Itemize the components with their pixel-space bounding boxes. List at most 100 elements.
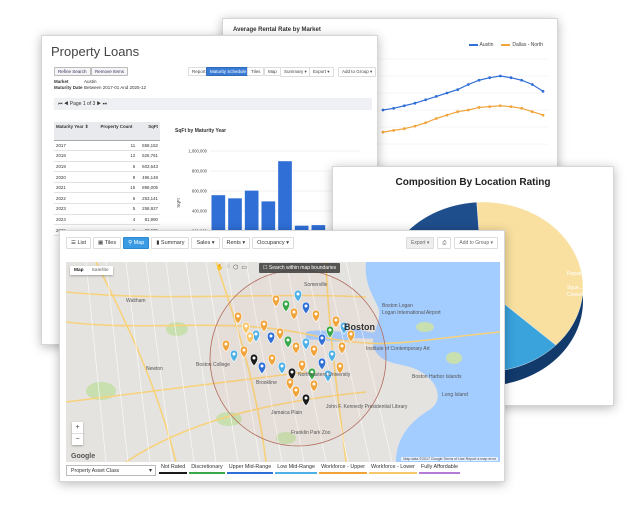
- cell-sqft: 496,148: [137, 171, 160, 183]
- map-canvas[interactable]: Map Satellite ✋ ◌ ⬡ ▭ ☐ Search within ma…: [66, 262, 500, 462]
- property-pin: [317, 333, 327, 347]
- data-point: [434, 95, 438, 98]
- pin-dot: [312, 347, 316, 351]
- table-row[interactable]: 2022 6 253,141: [54, 192, 160, 205]
- tab-list[interactable]: ☰ List: [66, 237, 92, 249]
- draw-circle-icon[interactable]: ◌: [226, 264, 231, 270]
- draw-polygon-icon[interactable]: ⬡: [233, 265, 239, 271]
- park: [86, 382, 116, 400]
- legend-item[interactable]: Workforce - Lower: [369, 464, 417, 474]
- pin-dot: [349, 332, 353, 336]
- pin-dot: [326, 372, 330, 376]
- place-label: Boston Logan: [382, 303, 413, 309]
- tab-tiles[interactable]: ▦ Tiles: [93, 237, 122, 249]
- cell-year: 2021: [54, 182, 96, 194]
- map-attribution[interactable]: Map data ©2017 Google Terms of Use Repor…: [401, 457, 498, 461]
- tab-rents[interactable]: Rents ▾: [221, 237, 251, 249]
- data-point: [445, 91, 449, 95]
- highway: [125, 391, 367, 462]
- map-type-map[interactable]: Map: [70, 266, 88, 275]
- city-label: Boston: [344, 322, 375, 332]
- place-label: Long Island: [442, 392, 468, 398]
- y-tick-label: 800,000: [192, 169, 208, 174]
- tab-summary[interactable]: ▮ Summary: [151, 237, 190, 249]
- tab-map[interactable]: ⚲ Map: [123, 237, 150, 249]
- data-point: [381, 130, 385, 134]
- tiles-button[interactable]: Tiles: [247, 67, 265, 76]
- data-point: [434, 117, 438, 120]
- data-point: [509, 76, 513, 80]
- zoom-out-button[interactable]: −: [72, 433, 83, 445]
- pie-label-1: Repairs: [567, 271, 585, 277]
- cell-year: 2023: [54, 203, 96, 215]
- summary-dropdown[interactable]: Summary ▾: [280, 67, 311, 77]
- map-type-satellite[interactable]: Satellite: [87, 266, 113, 275]
- legend-item[interactable]: Fully Affordable: [418, 464, 460, 474]
- tab-sales[interactable]: Sales ▾: [191, 237, 220, 249]
- cell-sqft: 258,927: [137, 203, 160, 215]
- pin-dot: [304, 340, 308, 344]
- tab-occupancy[interactable]: Occupancy ▾: [252, 237, 294, 249]
- park: [166, 322, 188, 336]
- legend-item[interactable]: Upper Mid-Range: [226, 464, 274, 474]
- asset-class-select[interactable]: Property Asset Class: [66, 465, 156, 476]
- pin-dot: [294, 388, 298, 392]
- first-page-icon[interactable]: ⏮: [58, 101, 63, 107]
- print-icon[interactable]: ⎙: [437, 237, 452, 249]
- property-pin: [323, 369, 333, 383]
- draw-rect-icon[interactable]: ▭: [241, 265, 247, 271]
- legend-item[interactable]: Workforce - Upper: [319, 464, 367, 474]
- pin-dot: [242, 348, 246, 352]
- pager-label: Page 1 of 3: [69, 101, 96, 107]
- cell-count: 6: [95, 192, 138, 205]
- table-row[interactable]: 2024 4 81,990: [54, 214, 160, 226]
- pin-dot: [224, 342, 228, 346]
- add-to-group-dropdown[interactable]: Add to Group ▾: [454, 237, 498, 249]
- table-row[interactable]: 2021 15 898,005: [54, 182, 160, 194]
- search-within-bounds-checkbox[interactable]: ☐ Search within map boundaries: [259, 263, 341, 273]
- cell-count: 4: [95, 214, 138, 226]
- street: [325, 262, 371, 462]
- property-pin: [301, 301, 311, 315]
- cell-year: 2019: [54, 161, 96, 173]
- place-label: Boston College: [196, 362, 230, 368]
- data-point: [509, 105, 513, 108]
- series-line: [382, 75, 544, 111]
- cell-count: 15: [95, 182, 138, 194]
- pin-dot: [286, 338, 290, 342]
- legend-item[interactable]: Not Rated: [159, 464, 188, 474]
- col-property-count[interactable]: Property Count: [95, 122, 138, 141]
- col-sqft[interactable]: SqFt: [137, 122, 160, 141]
- table-row[interactable]: 2018 12 526,761: [54, 150, 160, 162]
- pin-dot: [294, 344, 298, 348]
- refine-search-button[interactable]: Refine Search: [54, 67, 91, 76]
- zoom-in-button[interactable]: +: [75, 424, 80, 431]
- legend-item[interactable]: Low Mid-Range: [275, 464, 318, 474]
- table-row[interactable]: 2019 6 603,643: [54, 161, 160, 173]
- col-maturity-year[interactable]: Maturity Year ⇕: [54, 122, 96, 141]
- property-pin: [291, 385, 301, 399]
- export-dropdown[interactable]: Export ▾: [309, 67, 334, 77]
- property-pin: [301, 337, 311, 351]
- map-button[interactable]: Map: [264, 67, 281, 76]
- property-pin: [267, 353, 277, 367]
- place-label: Boston Harbor Islands: [412, 374, 462, 380]
- remove-items-button[interactable]: Remove Items: [91, 67, 129, 76]
- maturity-schedule-button[interactable]: Maturity Schedule: [206, 67, 251, 76]
- legend-item[interactable]: Discretionary: [189, 464, 225, 474]
- add-to-group-dropdown[interactable]: Add to Group ▾: [338, 67, 377, 77]
- table-row[interactable]: 2017 11 558,152: [54, 140, 160, 152]
- last-page-icon[interactable]: ⏭: [102, 101, 108, 107]
- table-row[interactable]: 2020 9 496,148: [54, 171, 160, 183]
- table-row[interactable]: 2023 5 258,927: [54, 203, 160, 215]
- prev-page-icon[interactable]: ◀: [63, 101, 69, 107]
- property-pin: [266, 331, 276, 345]
- export-dropdown[interactable]: Export ▾: [405, 237, 435, 249]
- place-label: Jamaica Plain: [271, 410, 303, 416]
- data-point: [477, 78, 481, 82]
- property-pin: [309, 379, 319, 393]
- draw-tools: ✋ ◌ ⬡ ▭: [216, 264, 247, 271]
- pin-dot: [314, 312, 318, 316]
- next-page-icon[interactable]: ▶: [96, 101, 102, 107]
- pan-hand-icon[interactable]: ✋: [216, 265, 224, 271]
